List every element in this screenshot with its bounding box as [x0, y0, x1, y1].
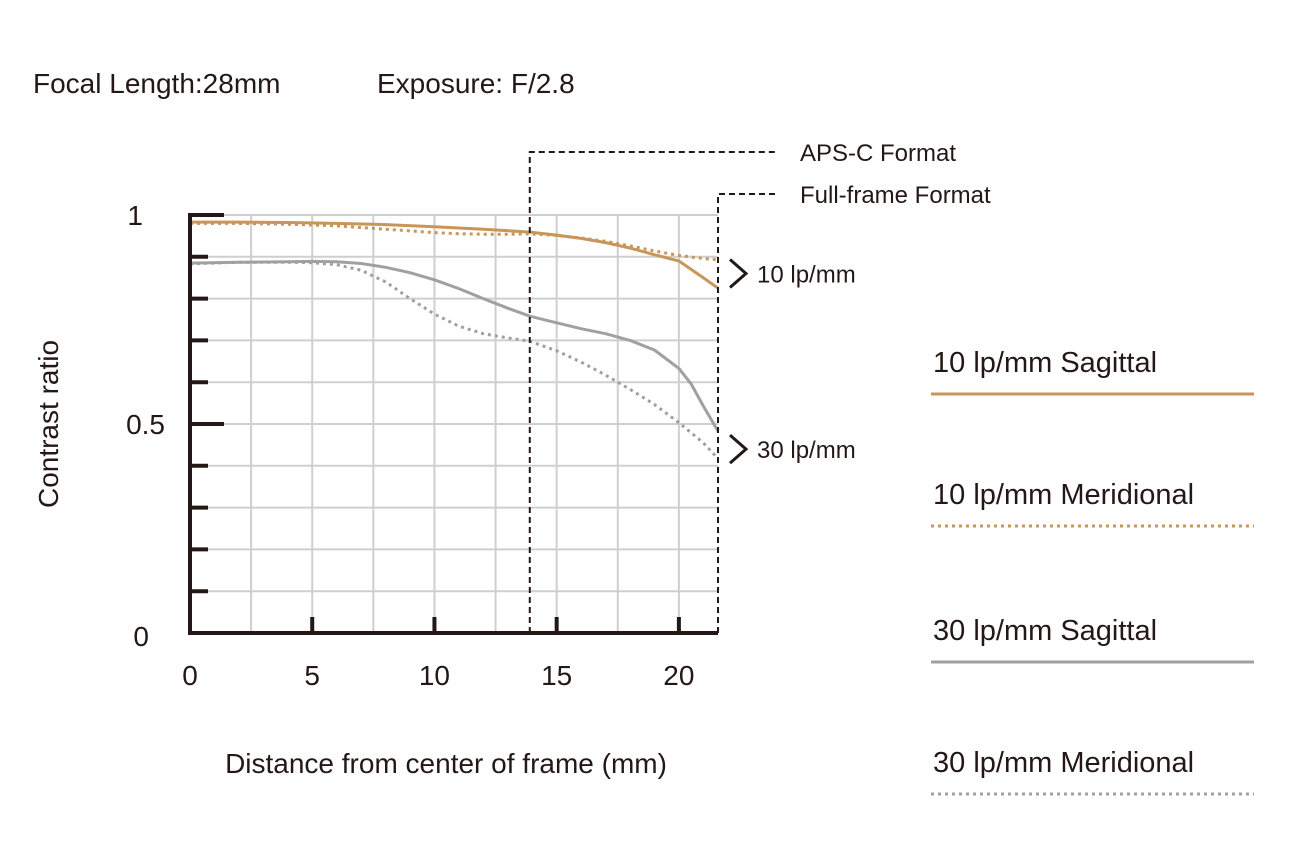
x-tick-label: 0: [182, 660, 198, 691]
legend-label: 30 lp/mm Sagittal: [933, 615, 1157, 647]
format-marker-label: Full-frame Format: [800, 182, 991, 209]
legend-label: 30 lp/mm Meridional: [933, 747, 1194, 779]
group-label: 10 lp/mm: [757, 262, 856, 289]
format-marker-line: [528, 151, 778, 633]
x-tick-labels: 0 5 10 15 20: [182, 660, 694, 691]
y-tick-label: 0.5: [126, 409, 165, 440]
format-markers: APS-C Format Full-frame Format: [528, 140, 991, 633]
y-axis-label: Contrast ratio: [33, 340, 64, 508]
series-line: [190, 221, 719, 262]
series-line: [189, 260, 720, 460]
grid: [190, 214, 718, 633]
x-tick-label: 15: [541, 660, 572, 691]
chevron-icon: [729, 258, 749, 289]
group-label: 30 lp/mm: [757, 437, 856, 464]
exposure-label: Exposure: F/2.8: [377, 68, 575, 99]
series-lines: [189, 220, 720, 460]
axes: [188, 213, 718, 635]
x-tick-label: 20: [663, 660, 694, 691]
series-line: [189, 259, 720, 432]
format-marker-label: APS-C Format: [800, 140, 956, 167]
series-line: [190, 220, 719, 290]
x-tick-label: 10: [419, 660, 450, 691]
y-tick-label: 0: [133, 621, 149, 652]
format-marker-line: [717, 193, 778, 633]
legend: 10 lp/mm Sagittal 10 lp/mm Meridional 30 l…: [931, 347, 1254, 796]
y-tick-label: 1: [127, 200, 143, 231]
legend-label: 10 lp/mm Meridional: [933, 479, 1194, 511]
legend-label: 10 lp/mm Sagittal: [933, 347, 1157, 379]
focal-length-label: Focal Length:28mm: [33, 68, 280, 99]
group-labels: 10 lp/mm 30 lp/mm: [729, 258, 856, 465]
x-tick-label: 5: [304, 660, 320, 691]
x-axis-label: Distance from center of frame (mm): [225, 748, 667, 779]
chevron-icon: [729, 433, 749, 465]
